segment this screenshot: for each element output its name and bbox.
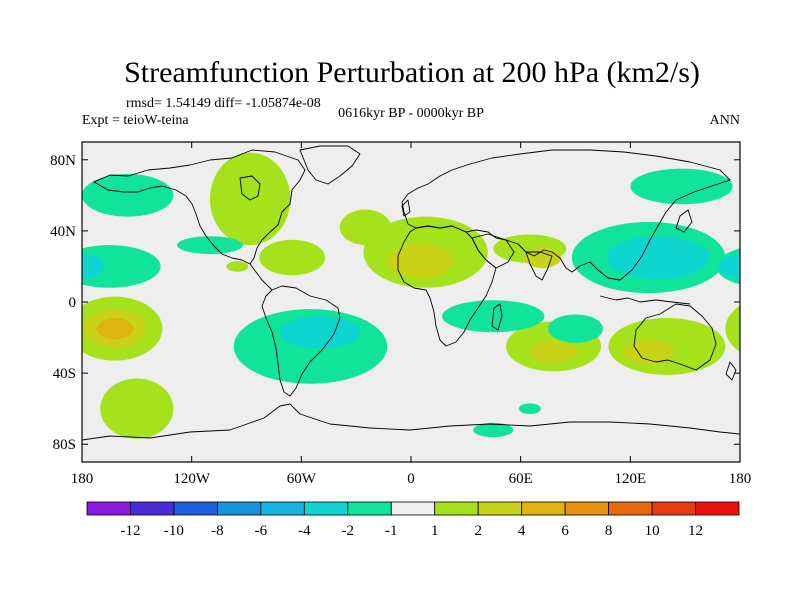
colorbar-swatch [86,501,131,516]
experiment-label: Expt = teioW-teina [82,113,189,128]
field-region-26 [0,236,51,279]
colorbar-label: 12 [688,523,703,539]
field-region-20 [387,243,454,279]
coast-arabia [471,233,515,269]
y-tick-label: 40N [50,224,76,240]
colorbar-label: 10 [645,523,660,539]
coast-uk [401,199,411,217]
field-region-12 [82,245,161,288]
colorbar-label: -4 [298,523,311,539]
colorbar-swatch [260,501,305,516]
coast-new-zealand [725,361,737,381]
colorbar-swatch [695,501,740,516]
colorbar-swatch [608,501,653,516]
field-region-3 [339,209,391,246]
field-region-27 [82,254,104,279]
colorbar-swatch [303,501,349,516]
field-region-26 [606,236,709,279]
coast-madagascar [491,303,503,331]
field-region-15 [548,314,603,343]
coastlines [82,145,740,441]
axes: 180 120W 60W 0 60E 120E 180 80N 40N 0 40S 80S [50,142,751,487]
colorbar-label: -2 [342,523,355,539]
colorbar-swatch [521,501,566,516]
field-region-14 [0,169,75,205]
field-region-21 [524,246,561,269]
y-tick-label: 80N [50,153,76,169]
x-tick-label: 180 [71,471,94,487]
field-region-24 [0,339,16,364]
field-region-13 [82,174,174,217]
coast-eurasia [401,149,731,281]
coast-japan [675,209,693,233]
colorbar-label: 6 [561,523,569,539]
x-tick-label: 60W [287,471,317,487]
coast-north-america [93,149,306,265]
colorbar-label: -10 [164,523,184,539]
colorbar-label: 8 [605,523,613,539]
colorbar-swatch [216,501,262,516]
colorbar: -12 -10 -8 -6 -4 -2 -1 1 2 4 6 8 10 12 [86,501,740,539]
colorbar-label: -12 [120,523,140,539]
colorbar-swatch [564,501,610,516]
field-region-24 [623,339,675,365]
map-background [82,142,740,462]
season-label: ANN [710,113,740,128]
colorbar-swatch [434,501,479,516]
coast-india [525,251,553,281]
field-region-28 [96,318,134,340]
x-tick-label: 120E [614,471,646,487]
field-region-17 [518,403,541,414]
coast-central-america [249,263,273,291]
field-region-25 [279,316,360,349]
coast-antarctica [82,403,740,441]
colorbar-swatch [347,501,392,516]
colorbar-label: -1 [385,523,398,539]
colorbar-label: 2 [474,523,482,539]
field-region-1 [209,152,291,246]
field-region-14 [630,168,733,205]
field-layer [0,152,800,439]
chart-title: Streamfunction Perturbation at 200 hPa (… [124,56,700,89]
colorbar-label: -8 [211,523,224,539]
y-tick-label: 0 [69,295,77,311]
colorbar-swatch [651,501,696,516]
coast-hudson-bay [239,175,261,201]
field-region-23 [529,341,578,363]
colorbar-label: 1 [431,523,439,539]
colorbar-swatch [477,501,523,516]
coast-africa [397,225,497,347]
coast-south-america [261,285,341,397]
colorbar-label: -6 [255,523,268,539]
coast-greenland [299,145,361,185]
x-tick-label: 120W [173,471,211,487]
period-label: 0616kyr BP - 0000kyr BP [338,106,484,121]
field-region-22 [742,309,800,348]
field-region-8 [758,378,800,438]
field-region-8 [100,378,174,439]
coast-maritime-continent [599,295,691,305]
field-region-18 [177,236,243,254]
field-region-28 [755,318,792,339]
x-tick-label: 180 [729,471,752,487]
colorbar-swatch [173,501,218,516]
field-region-2 [259,239,326,276]
field-region-5 [725,305,740,352]
y-tick-label: 40S [53,366,76,382]
map-panel [0,141,800,463]
x-tick-label: 0 [407,471,415,487]
field-region-19 [226,261,249,272]
stats-line: rmsd= 1.54149 diff= -1.05874e-08 [126,96,321,111]
coast-australia [633,303,717,371]
colorbar-swatch [390,501,436,516]
colorbar-swatch [130,501,175,516]
field-region-16 [473,422,514,438]
y-tick-label: 80S [53,437,76,453]
field-region-13 [740,174,800,217]
field-region-27 [718,254,740,279]
colorbar-label: 4 [518,523,526,539]
x-tick-label: 60E [509,471,533,487]
